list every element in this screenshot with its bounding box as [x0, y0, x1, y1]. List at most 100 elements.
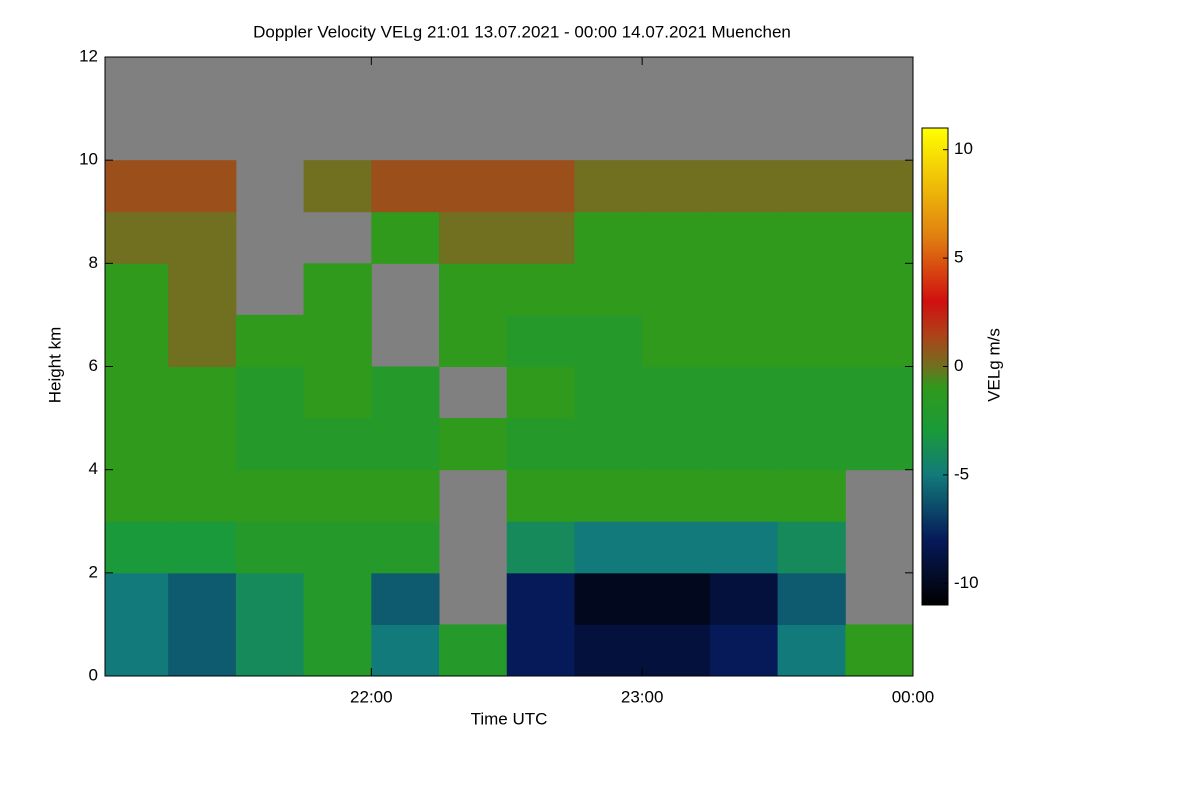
- heatmap-cell: [709, 469, 779, 522]
- heatmap-cell: [506, 160, 575, 213]
- heatmap-cell: [439, 211, 508, 264]
- heatmap-cell: [303, 469, 372, 522]
- heatmap-cell: [642, 314, 711, 367]
- heatmap-cell: [105, 314, 169, 367]
- heatmap-cell: [777, 211, 846, 264]
- heatmap-cell: [642, 469, 711, 522]
- heatmap-cell: [777, 521, 846, 574]
- heatmap-cell: [845, 314, 914, 367]
- heatmap-cell: [168, 469, 237, 522]
- heatmap-cell: [709, 160, 779, 213]
- heatmap-cell: [105, 263, 169, 316]
- heatmap-cell: [235, 521, 305, 574]
- heatmap-cell: [303, 624, 372, 677]
- heatmap-cell: [303, 314, 372, 367]
- heatmap-cell: [709, 521, 779, 574]
- heatmap-cell: [574, 521, 643, 574]
- heatmap-cell: [371, 160, 440, 213]
- heatmap-cell: [303, 263, 372, 316]
- heatmap-cell: [709, 418, 779, 471]
- colorbar-tick-label: 5: [954, 248, 963, 267]
- heatmap-cell: [777, 418, 846, 471]
- heatmap-cell: [777, 160, 846, 213]
- heatmap-cell: [105, 366, 169, 419]
- heatmap-cell: [439, 418, 508, 471]
- heatmap-cell: [574, 263, 643, 316]
- heatmap-cell: [709, 572, 779, 625]
- heatmap-cell: [168, 418, 237, 471]
- x-axis-label: Time UTC: [471, 709, 548, 728]
- y-tick-label: 12: [79, 46, 98, 65]
- heatmap-cell: [105, 572, 169, 625]
- heatmap-cell: [574, 314, 643, 367]
- colorbar-tick-label: 10: [954, 139, 973, 158]
- heatmap-cell: [371, 366, 440, 419]
- heatmap-cell: [168, 211, 237, 264]
- heatmap-cell: [506, 418, 575, 471]
- heatmap-cell: [168, 314, 237, 367]
- colorbar-tick-label: -5: [954, 464, 969, 483]
- heatmap-cell: [105, 211, 169, 264]
- y-tick-label: 6: [89, 356, 98, 375]
- heatmap-cell: [235, 469, 305, 522]
- colorbar-label: VELg m/s: [984, 328, 1003, 402]
- heatmap-cell: [235, 572, 305, 625]
- x-tick-label: 22:00: [350, 687, 393, 706]
- heatmap-cell: [709, 366, 779, 419]
- heatmap-cell: [235, 314, 305, 367]
- heatmap-cell: [574, 366, 643, 419]
- heatmap-cell: [777, 314, 846, 367]
- heatmap-cell: [574, 418, 643, 471]
- heatmap-cell: [506, 521, 575, 574]
- heatmap-cell: [168, 160, 237, 213]
- heatmap-cell: [105, 160, 169, 213]
- heatmap-cell: [642, 211, 711, 264]
- heatmap-cell: [777, 263, 846, 316]
- colorbar-tick-label: 0: [954, 356, 963, 375]
- heatmap-cell: [574, 211, 643, 264]
- heatmap-cell: [506, 366, 575, 419]
- heatmap-cell: [574, 572, 643, 625]
- heatmap-cell: [371, 521, 440, 574]
- heatmap-cell: [709, 314, 779, 367]
- heatmap-cell: [642, 572, 711, 625]
- heatmap-cell: [439, 624, 508, 677]
- heatmap-cell: [235, 366, 305, 419]
- heatmap-cell: [709, 263, 779, 316]
- heatmap-cell: [439, 314, 508, 367]
- heatmap-cell: [168, 521, 237, 574]
- heatmap-cell: [371, 211, 440, 264]
- heatmap-cell: [235, 624, 305, 677]
- heatmap-cell: [845, 624, 914, 677]
- y-tick-label: 10: [79, 150, 98, 169]
- heatmap-cell: [168, 624, 237, 677]
- heatmap-cell: [506, 624, 575, 677]
- heatmap-cell: [642, 366, 711, 419]
- heatmap-cell: [506, 211, 575, 264]
- y-tick-label: 2: [89, 562, 98, 581]
- heatmap-cell: [105, 521, 169, 574]
- heatmap-cell: [506, 469, 575, 522]
- heatmap-cell: [777, 624, 846, 677]
- heatmap-cell: [303, 418, 372, 471]
- heatmap-cell: [168, 366, 237, 419]
- heatmap-cell: [642, 160, 711, 213]
- y-axis-label: Height km: [45, 327, 64, 404]
- heatmap-cell: [777, 572, 846, 625]
- heatmap-cell: [303, 521, 372, 574]
- heatmap-cell: [303, 160, 372, 213]
- y-tick-label: 4: [89, 459, 98, 478]
- x-tick-label: 00:00: [892, 687, 935, 706]
- heatmap-cell: [574, 624, 643, 677]
- heatmap-cell: [574, 160, 643, 213]
- heatmap-cell: [845, 211, 914, 264]
- heatmap-cell: [709, 624, 779, 677]
- heatmap-cell: [642, 521, 711, 574]
- heatmap-cell: [642, 624, 711, 677]
- heatmap-cell: [506, 263, 575, 316]
- heatmap-cell: [105, 418, 169, 471]
- heatmap-cell: [439, 160, 508, 213]
- y-tick-label: 8: [89, 253, 98, 272]
- chart-title: Doppler Velocity VELg 21:01 13.07.2021 -…: [253, 22, 791, 41]
- heatmap-cell: [303, 572, 372, 625]
